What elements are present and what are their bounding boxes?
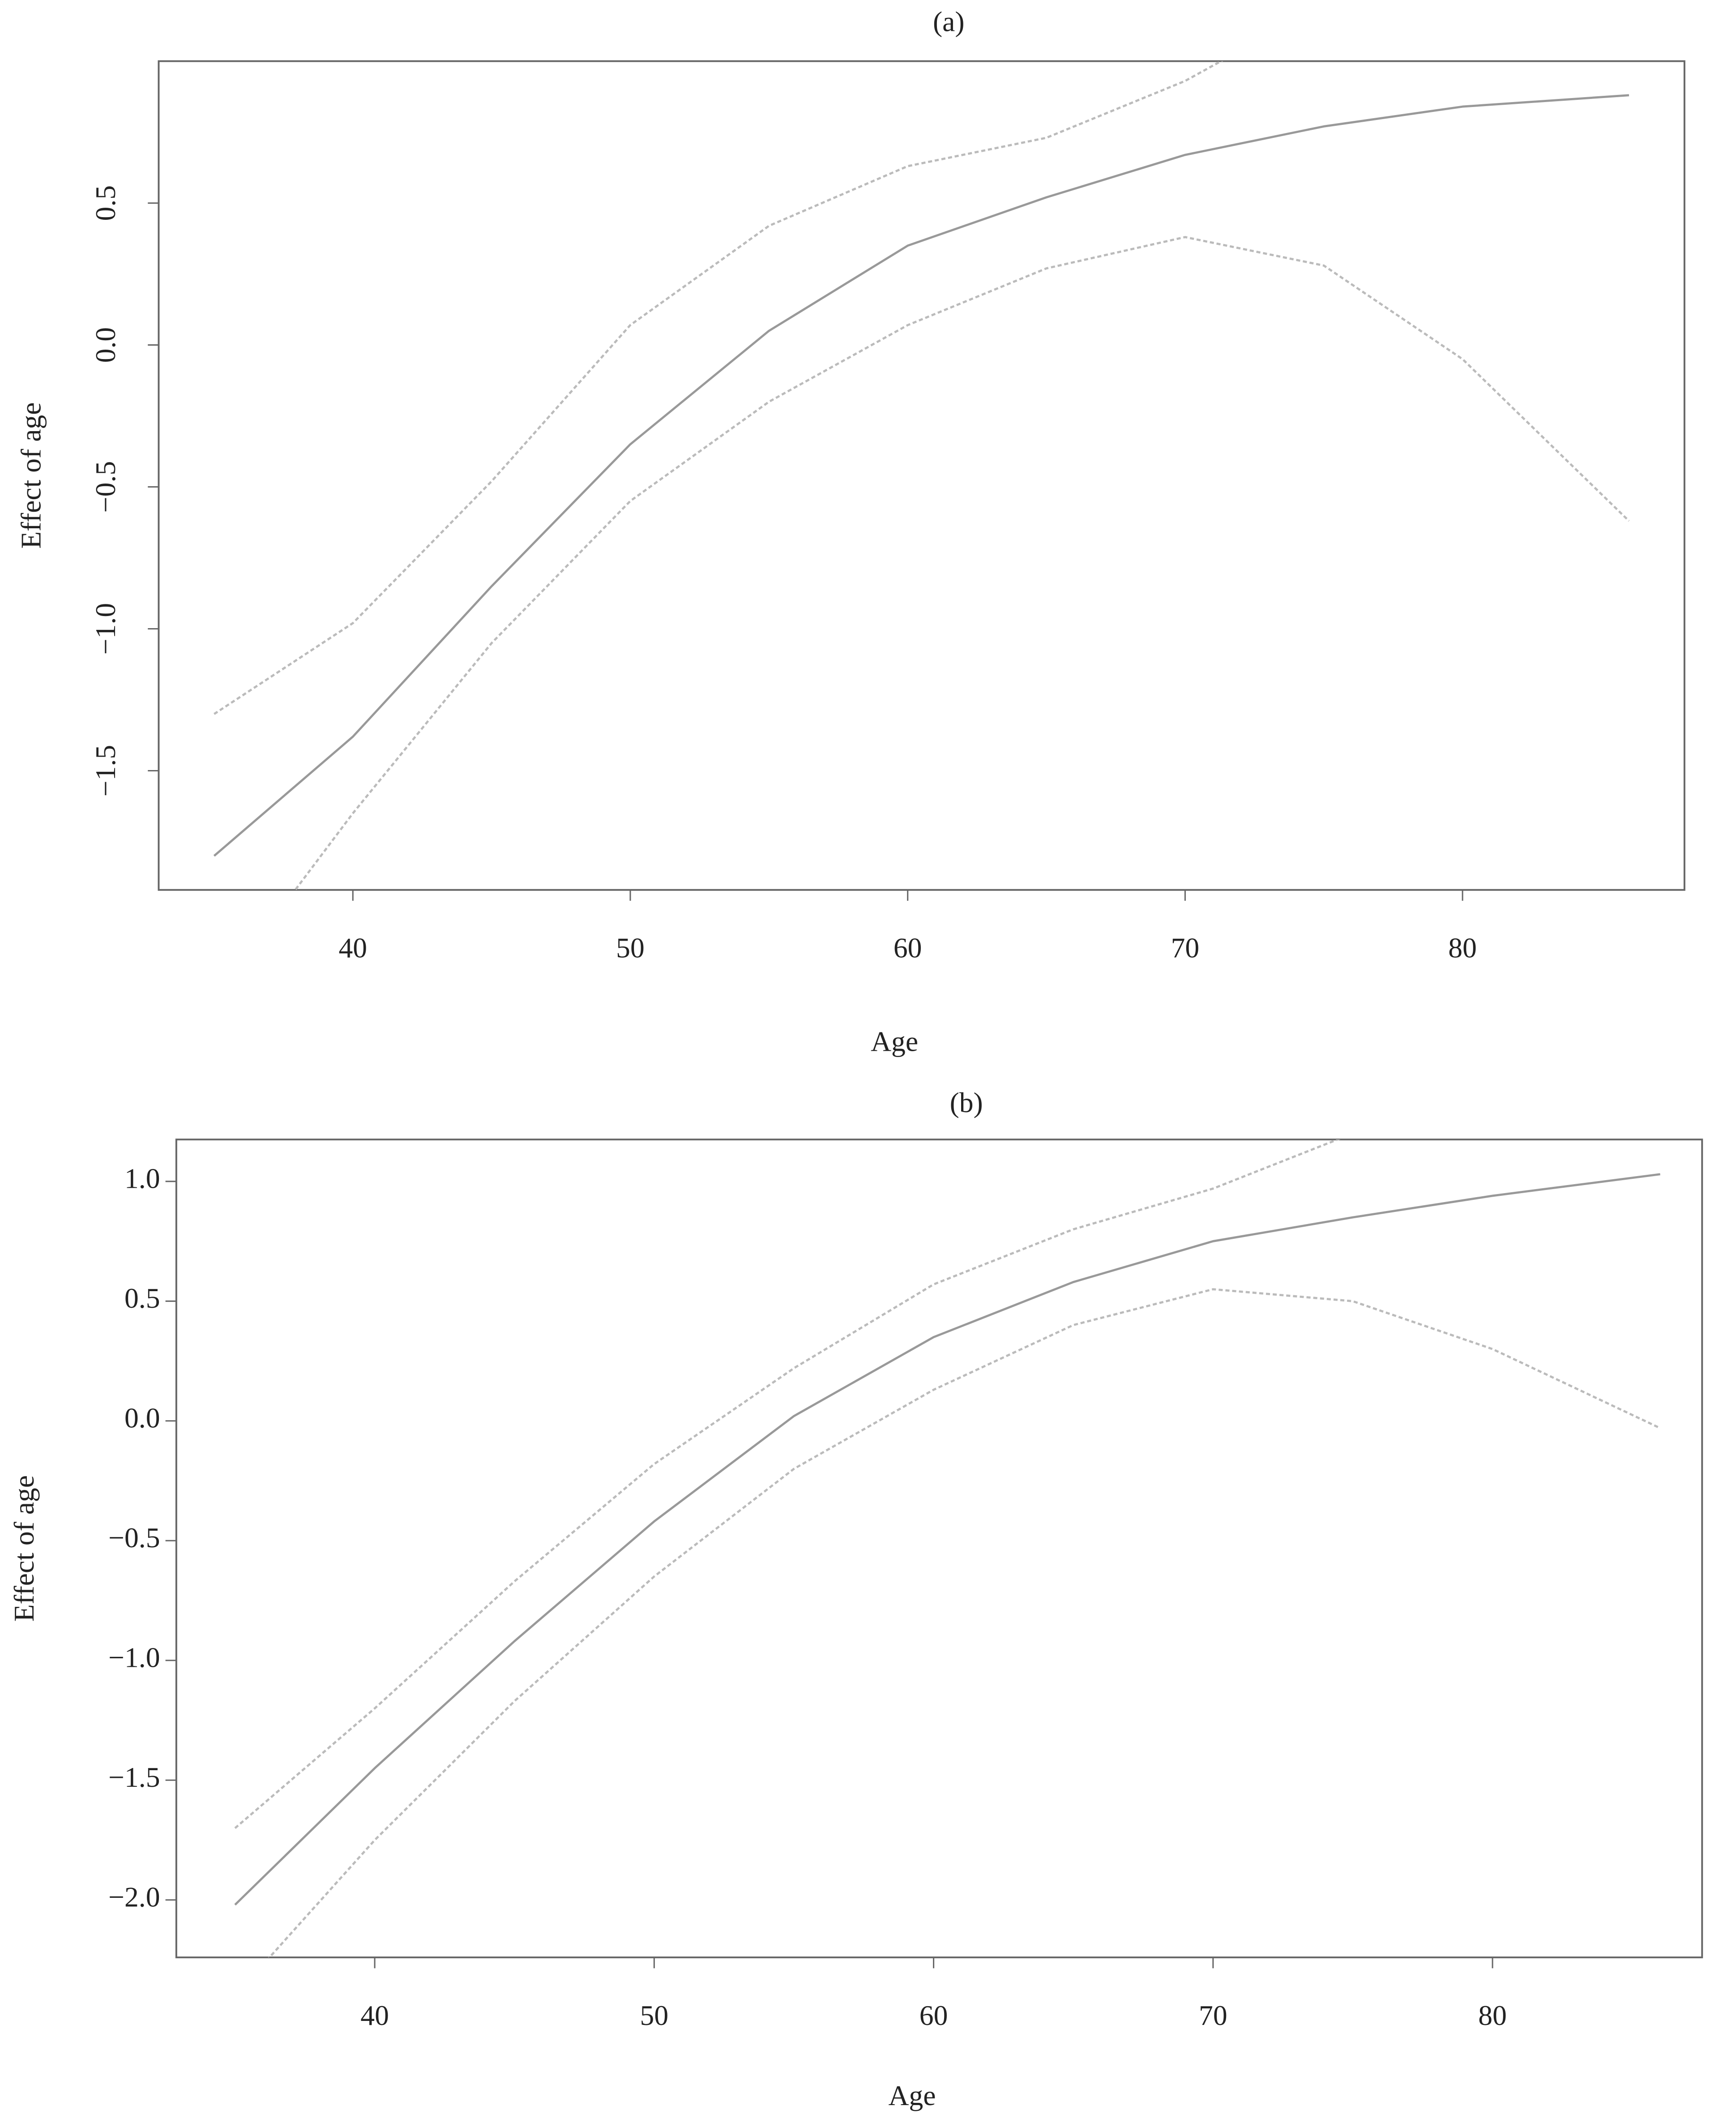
x-tick-label: 40	[338, 932, 367, 964]
y-tick-label: 0.0	[124, 1402, 160, 1434]
y-tick-label: −0.5	[108, 1522, 160, 1554]
panel-label: (a)	[933, 5, 965, 37]
y-tick-label: 0.5	[90, 185, 121, 221]
x-tick-label: 70	[1199, 1999, 1227, 2031]
x-tick-label: 70	[1171, 932, 1200, 964]
fit-line	[213, 94, 1629, 857]
panel-label: (b)	[950, 1087, 983, 1118]
y-tick-label: 1.0	[124, 1162, 160, 1194]
chart-panel: (a) Age Effect of age 40 50 60 70 80 −1.5 −1.0 −0.…	[15, 5, 1685, 1057]
confidence-band	[268, 1288, 1661, 1958]
confidence-band	[294, 236, 1630, 890]
y-tick-label: −1.0	[90, 603, 121, 655]
chart-panel: (b) Age Effect of age 40 50 60 70 80 −2.0 −1.5 −1.…	[8, 1087, 1703, 2111]
y-tick-label: −0.5	[90, 461, 121, 513]
plot-frame	[158, 60, 1685, 891]
x-tick-label: 80	[1448, 932, 1477, 964]
y-axis-label: Effect of age	[15, 402, 47, 549]
fit-line	[234, 1173, 1660, 1906]
x-tick-label: 80	[1478, 1999, 1507, 2031]
y-tick-label: 0.0	[90, 327, 121, 363]
x-tick-label: 60	[919, 1999, 948, 2031]
x-tick-label: 50	[640, 1999, 669, 2031]
x-tick-label: 50	[616, 932, 645, 964]
confidence-band	[234, 1139, 1341, 1829]
y-tick-label: −2.0	[108, 1881, 160, 1913]
y-tick-label: −1.0	[108, 1641, 160, 1673]
y-tick-label: 0.5	[124, 1282, 160, 1314]
x-axis-label: Age	[888, 2080, 936, 2111]
x-axis-label: Age	[871, 1026, 918, 1057]
y-tick-label: −1.5	[90, 745, 121, 796]
plot-frame	[175, 1139, 1703, 1959]
x-tick-label: 60	[894, 932, 922, 964]
x-tick-label: 40	[360, 1999, 389, 2031]
confidence-band	[214, 61, 1223, 715]
y-tick-label: −1.5	[108, 1761, 160, 1793]
y-axis-label: Effect of age	[8, 1475, 40, 1622]
